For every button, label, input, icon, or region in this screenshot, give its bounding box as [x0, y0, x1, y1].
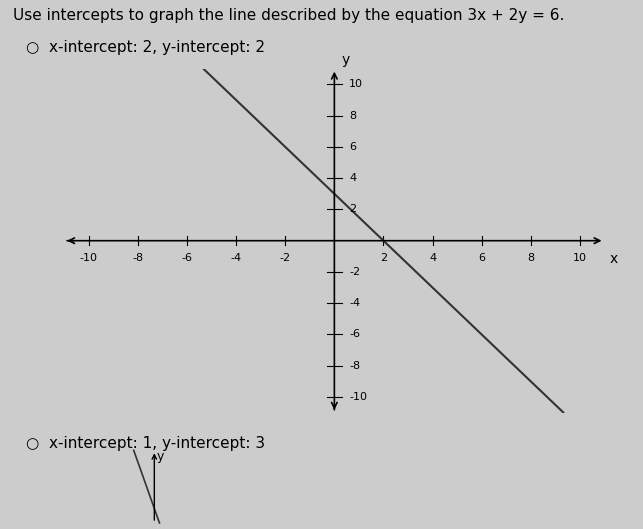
- Text: -10: -10: [349, 392, 367, 402]
- Text: -10: -10: [80, 253, 98, 263]
- Text: 2: 2: [380, 253, 387, 263]
- Text: 8: 8: [527, 253, 534, 263]
- Text: 2: 2: [349, 204, 356, 214]
- Text: 4: 4: [349, 173, 356, 183]
- Text: ○  x-intercept: 1, y-intercept: 3: ○ x-intercept: 1, y-intercept: 3: [26, 436, 265, 451]
- Text: -8: -8: [349, 361, 360, 371]
- Text: y: y: [341, 53, 350, 67]
- Text: -4: -4: [349, 298, 360, 308]
- Text: -6: -6: [349, 330, 360, 340]
- Text: x: x: [610, 252, 617, 266]
- Text: -6: -6: [181, 253, 192, 263]
- Text: 8: 8: [349, 111, 356, 121]
- Text: -2: -2: [349, 267, 360, 277]
- Text: ○  x-intercept: 2, y-intercept: 2: ○ x-intercept: 2, y-intercept: 2: [26, 40, 265, 54]
- Text: 6: 6: [349, 142, 356, 152]
- Text: -4: -4: [231, 253, 242, 263]
- Text: Use intercepts to graph the line described by the equation 3x + 2y = 6.: Use intercepts to graph the line describ…: [13, 8, 565, 23]
- Text: 6: 6: [478, 253, 485, 263]
- Text: -8: -8: [132, 253, 143, 263]
- Text: 4: 4: [429, 253, 436, 263]
- Text: 10: 10: [573, 253, 587, 263]
- Text: -2: -2: [280, 253, 291, 263]
- Text: 10: 10: [349, 79, 363, 89]
- Text: y: y: [157, 450, 164, 463]
